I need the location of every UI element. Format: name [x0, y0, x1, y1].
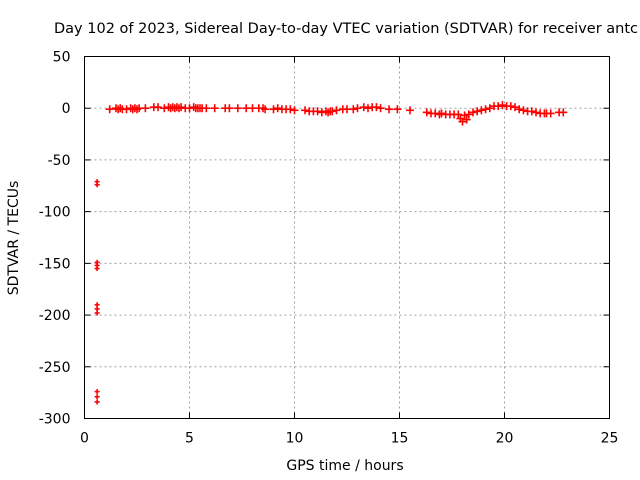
data-point [511, 103, 519, 112]
data-point [481, 105, 490, 114]
data-point [385, 105, 393, 114]
data-point [273, 104, 282, 113]
data-point [460, 111, 469, 120]
data-point [532, 108, 540, 117]
data-point [233, 104, 242, 113]
y-tick-label: 50 [53, 50, 71, 66]
y-tick-label: 0 [62, 101, 71, 117]
data-point [94, 389, 100, 395]
data-point [328, 107, 337, 116]
plot-frame [84, 56, 610, 419]
ticks-layer: 0 5 10 15 20 25 50 0 -50 -100 -150 -200 -250 -300 [39, 50, 619, 447]
data-point [94, 310, 100, 316]
data-point [519, 106, 528, 115]
y-tick-label: -50 [48, 153, 71, 169]
data-point [353, 104, 362, 113]
data-point [422, 108, 431, 117]
data-point [462, 115, 471, 124]
data-point [349, 105, 358, 114]
data-point [515, 105, 524, 114]
data-point [301, 106, 309, 115]
data-point [225, 104, 234, 113]
data-point [546, 109, 555, 118]
data-point [477, 106, 486, 115]
x-tick-label: 25 [601, 431, 619, 447]
x-tick-label: 15 [391, 431, 409, 447]
grid-layer [84, 56, 610, 419]
data-point [359, 103, 368, 112]
data-point [498, 101, 507, 110]
data-point [332, 106, 341, 115]
data-point [485, 104, 494, 113]
y-tick-label: -100 [39, 205, 71, 221]
x-tick-label: 20 [496, 431, 514, 447]
data-point [94, 182, 100, 188]
data-point [313, 107, 322, 116]
x-tick-label: 5 [185, 431, 194, 447]
data-point [269, 105, 278, 114]
data-point [473, 107, 482, 116]
data-point [559, 108, 568, 117]
y-tick-label: -250 [39, 360, 71, 376]
x-axis-label: GPS time / hours [286, 458, 403, 474]
data-point [286, 105, 295, 114]
data-point [141, 104, 150, 113]
data-point [364, 104, 372, 113]
data-point [290, 106, 299, 115]
data-point [210, 104, 219, 113]
data-point [177, 103, 186, 112]
y-tick-label: -300 [39, 412, 71, 428]
data-point [454, 110, 463, 119]
data-point [464, 110, 473, 119]
x-tick-label: 0 [80, 431, 89, 447]
data-point [469, 108, 477, 117]
x-tick-label: 10 [286, 431, 304, 447]
data-point [376, 104, 385, 113]
data-point [105, 105, 114, 114]
data-point [94, 394, 100, 400]
data-point [527, 107, 536, 116]
y-tick-label: -150 [39, 256, 71, 272]
data-point [437, 109, 446, 118]
data-point [406, 106, 414, 115]
chart-title: Day 102 of 2023, Sidereal Day-to-day VTE… [54, 21, 638, 37]
data-point [261, 105, 270, 114]
data-point [202, 104, 211, 113]
data-point [393, 105, 402, 114]
points-layer [94, 101, 568, 405]
data-point [372, 103, 381, 112]
data-point [458, 117, 467, 126]
y-axis-label: SDTVAR / TECUs [6, 181, 22, 296]
data-point [94, 266, 100, 272]
y-tick-label: -200 [39, 308, 71, 324]
data-point [506, 102, 515, 111]
data-point [494, 102, 503, 111]
data-point [94, 399, 100, 405]
data-point [154, 103, 162, 112]
